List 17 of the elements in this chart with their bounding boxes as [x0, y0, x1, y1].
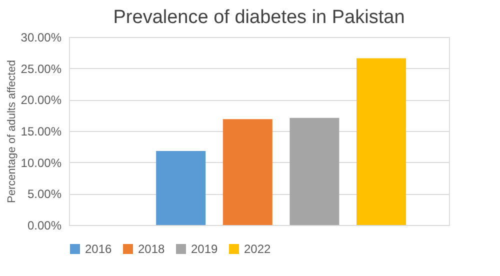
y-axis-title: Percentage of adults affected	[6, 60, 18, 203]
legend-label: 2016	[85, 242, 112, 256]
legend-label: 2019	[191, 242, 218, 256]
y-tick-label: 15.00%	[20, 124, 62, 138]
y-tick-label: 20.00%	[20, 93, 62, 108]
bar	[222, 119, 272, 225]
bar	[156, 151, 206, 225]
legend-label: 2018	[138, 242, 166, 256]
y-tick-label: 10.00%	[20, 156, 62, 170]
bar	[290, 118, 340, 225]
y-tick-label: 5.00%	[27, 187, 62, 202]
bar	[356, 58, 406, 225]
y-tick-label: 0.00%	[27, 218, 62, 232]
chart-title: Prevalence of diabetes in Pakistan	[113, 7, 405, 28]
legend-label: 2022	[244, 242, 272, 256]
y-tick-label: 25.00%	[20, 62, 62, 76]
y-tick-label: 30.00%	[20, 30, 62, 44]
